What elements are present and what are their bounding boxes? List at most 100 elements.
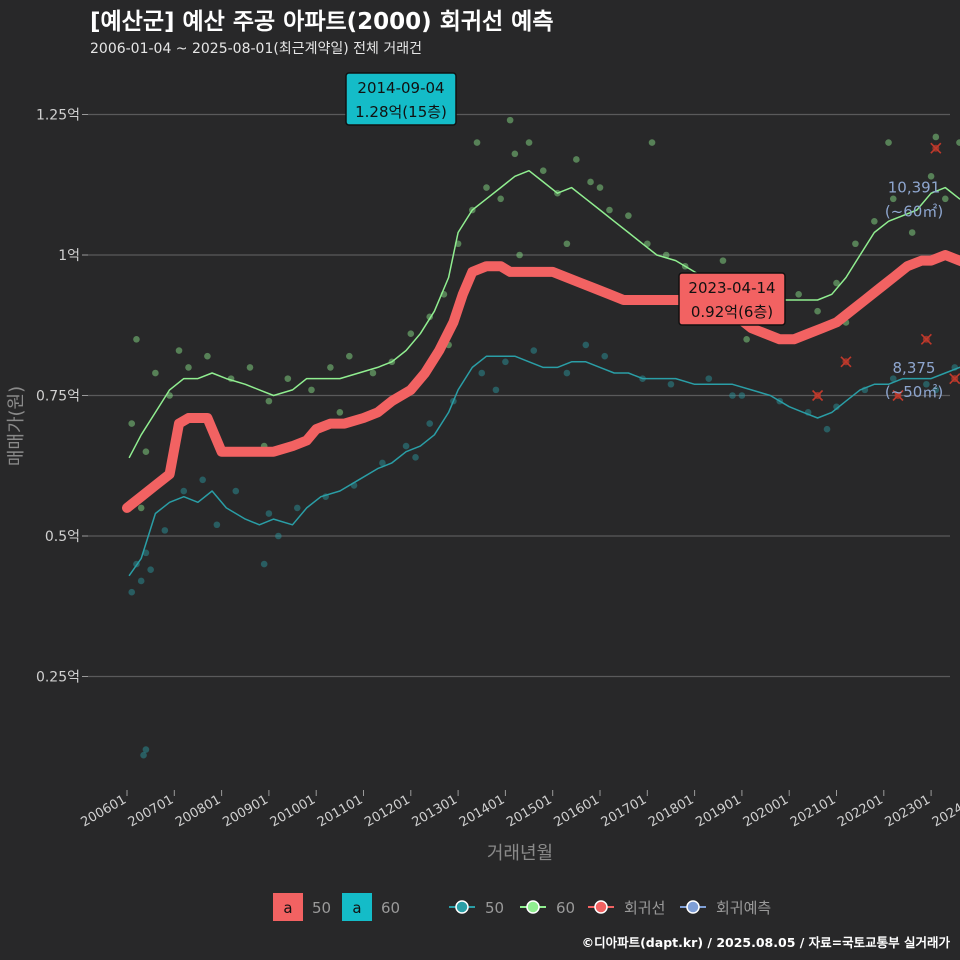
end-label-value: 10,391	[888, 179, 941, 197]
scatter-point-60	[889, 195, 897, 203]
scatter-point-60	[327, 364, 334, 371]
source-caption: ©디아파트(dapt.kr) / 2025.08.05 / 자료=국토교통부 실…	[582, 935, 951, 950]
x-tick-label: 201601	[552, 792, 602, 830]
scatter-point-50	[293, 504, 301, 512]
scatter-point-60	[346, 352, 353, 360]
end-labels: 10,391 (~60㎡) 8,375 (~50㎡)	[885, 179, 943, 401]
scatter-point-60	[941, 195, 949, 203]
legend-fill-swatch	[342, 893, 372, 921]
scatter-point-50	[265, 510, 273, 517]
end-label-unit: (~50㎡)	[885, 383, 943, 401]
scatter-point-60	[871, 217, 878, 225]
scatter-point-60	[506, 116, 514, 124]
legend-line-label: 50	[485, 899, 504, 917]
y-axis-label: 매매가(원)	[6, 386, 27, 466]
scatter-point-50	[147, 566, 154, 574]
scatter-point-60	[885, 139, 892, 146]
scatter-point-60	[596, 184, 604, 191]
legend-line-item: 60	[520, 899, 575, 917]
legend-fill-key: a	[352, 899, 361, 917]
scatter-point-60	[563, 240, 571, 248]
scatter-point-60	[336, 409, 344, 416]
scatter-point-50	[729, 392, 736, 399]
scatter-point-60	[956, 139, 960, 146]
scatter-point-50	[823, 425, 831, 433]
scatter-point-50	[199, 476, 206, 484]
scatter-point-60	[175, 347, 183, 354]
scatter-point-60	[133, 336, 140, 343]
scatter-point-50	[128, 588, 136, 596]
scatter-point-50	[402, 442, 410, 450]
scatter-point-50	[180, 487, 188, 495]
scatter-point-50	[232, 487, 240, 495]
scatter-point-60	[516, 251, 523, 259]
scatter-point-60	[511, 150, 519, 158]
end-label-value: 8,375	[893, 359, 936, 377]
scatter-point-60	[606, 206, 613, 214]
callouts: 2014-09-04 1.28억(15층) 2023-04-14 0.92억(6층)	[345, 72, 786, 326]
scatter-point-50	[563, 369, 571, 377]
legend-line-item: 회귀선	[588, 899, 665, 917]
callout-background	[678, 272, 786, 326]
scatter-point-60	[814, 307, 821, 315]
scatter-point-60	[152, 369, 159, 377]
scatter-point-50	[137, 577, 145, 585]
callout-value: 0.92억(6층)	[691, 303, 773, 321]
scatter-point-50	[492, 386, 500, 394]
y-tick-label: 0.25억	[36, 670, 80, 686]
scatter-point-50	[161, 527, 169, 534]
legend-fill-label: 50	[312, 899, 331, 917]
callout-box: 2023-04-14 0.92억(6층)	[678, 272, 786, 326]
y-tick-label: 0.5억	[45, 529, 80, 545]
outlier-mark	[812, 389, 824, 402]
y-axis: 0.25억 0.5억 0.75억 1억 1.25억	[36, 108, 88, 686]
x-tick-label: 201001	[268, 792, 318, 830]
chart-title: [예산군] 예산 주공 아파트(2000) 회귀선 예측	[90, 9, 554, 35]
scatter-point-60	[497, 195, 504, 203]
scatter-point-60	[648, 139, 656, 146]
scatter-point-60	[587, 178, 594, 186]
series-line-50	[128, 355, 960, 577]
scatter-point-50	[478, 369, 486, 377]
scatter-point-50	[142, 746, 150, 753]
x-tick-label: 200801	[173, 792, 223, 830]
scatter-point-60	[265, 397, 273, 405]
scatter-point-60	[142, 448, 150, 456]
scatter-point-60	[932, 133, 940, 141]
legend-line-label: 60	[556, 899, 575, 917]
scatter-point-60	[743, 336, 750, 343]
scatter-point-50	[213, 521, 221, 529]
scatter-point-60	[185, 364, 192, 371]
series-line-회귀선	[122, 250, 960, 513]
scatter-point-60	[625, 212, 632, 219]
legend-fill-item: a 50	[273, 893, 331, 921]
scatter-point-60	[483, 184, 490, 191]
callout-box: 2014-09-04 1.28억(15층)	[345, 72, 457, 126]
outlier-mark	[949, 373, 960, 385]
scatter-point-60	[852, 240, 859, 248]
scatter-point-60	[246, 364, 254, 371]
scatter-point-60	[719, 257, 727, 264]
outlier-mark	[930, 142, 942, 154]
scatter-point-60	[128, 420, 136, 427]
x-tick-label: 202201	[835, 792, 885, 830]
x-tick-label: 202001	[741, 792, 791, 830]
scatter-point-60	[833, 279, 840, 287]
scatter-point-50	[412, 454, 419, 461]
x-tick-label: 201301	[410, 792, 460, 830]
legend-line-marker	[686, 900, 700, 914]
scatter-point-50	[667, 380, 675, 388]
scatter-point-50	[833, 403, 840, 411]
x-tick-label: 202301	[883, 792, 933, 830]
x-tick-label: 201801	[646, 792, 696, 830]
scatter-point-50	[601, 352, 609, 360]
scatter-point-60	[539, 167, 547, 174]
scatter-point-50	[379, 459, 386, 467]
scatter-point-60	[407, 330, 415, 337]
scatter-point-60	[369, 369, 377, 377]
legend-fill-key: a	[283, 899, 292, 917]
y-tick-label: 1억	[58, 248, 80, 264]
scatter-point-50	[738, 392, 746, 399]
x-tick-label: 200901	[220, 792, 270, 830]
scatter-point-60	[473, 139, 481, 146]
